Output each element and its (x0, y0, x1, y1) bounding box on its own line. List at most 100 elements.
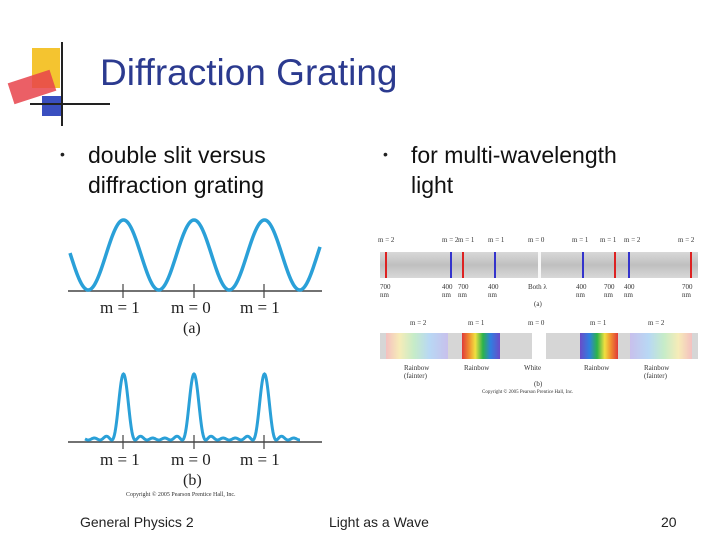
label-a-m-right: m = 1 (240, 298, 280, 317)
line-m2-red-left (385, 252, 387, 278)
bot-b-label-1-line1: Rainbow (464, 364, 490, 372)
copyright-right: Copyright © 2005 Pearson Prentice Hall, … (482, 390, 574, 395)
label-b-m-left: m = 1 (100, 450, 140, 469)
bot-a-label-0: 700 nm (380, 283, 391, 299)
bot-a-label-6-line1: 700 (604, 283, 615, 291)
top-a-label-6: m = 1 (600, 236, 617, 244)
bot-b-label-0: Rainbow (fainter) (404, 364, 429, 380)
bot-a-label-3-line2: nm (488, 291, 497, 299)
top-a-label-3: m = 1 (488, 236, 505, 244)
spectrum-b-bottom-labels: Rainbow (fainter) Rainbow White Rainbow Rainb… (372, 364, 704, 384)
bot-a-label-1: 400 nm (442, 283, 453, 299)
bot-a-label-6-line2: nm (604, 291, 613, 299)
top-a-label-2: m = 1 (458, 236, 475, 244)
spectrum-a-bottom-labels: 700 nm 400 nm 700 nm 400 nm Both λ 400 nm 700 nm 400 n… (372, 283, 704, 303)
top-a-label-8: m = 2 (678, 236, 695, 244)
bot-a-label-8-line2: nm (682, 291, 691, 299)
bullet-right-line2: light (411, 172, 454, 198)
spectrum-b-top-labels: m = 2 m = 1 m = 0 m = 1 m = 2 (372, 319, 704, 331)
bullet-right-line1: for multi-wavelength (411, 142, 617, 168)
line-m1-red-right (614, 252, 616, 278)
slide-title: Diffraction Grating (100, 52, 398, 93)
deco-red-bar (7, 69, 57, 105)
white-center (532, 333, 546, 359)
bot-b-label-2: White (524, 364, 541, 372)
grating-plot (68, 372, 322, 449)
top-b-label-4: m = 2 (648, 319, 665, 327)
rainbow-right (580, 333, 618, 359)
bot-a-label-7-line1: 400 (624, 283, 635, 291)
bot-a-label-6: 700 nm (604, 283, 615, 299)
line-m1-red-left (462, 252, 464, 278)
caption-a: (a) (183, 320, 201, 337)
footer-center: Light as a Wave (329, 514, 429, 530)
bot-b-label-0-line1: Rainbow (404, 364, 430, 372)
grating-wave (84, 372, 300, 442)
rainbow-faint-right (630, 333, 692, 359)
top-b-label-3: m = 1 (590, 319, 607, 327)
bot-b-label-2-line1: White (524, 364, 542, 372)
bot-a-label-8: 700 nm (682, 283, 693, 299)
top-a-label-7: m = 2 (624, 236, 641, 244)
bot-a-label-0-line1: 700 (380, 283, 391, 291)
rainbow-left (462, 333, 500, 359)
title-decoration (0, 40, 110, 130)
rainbow-faint-left (386, 333, 448, 359)
bullet-marker-right: • (383, 146, 388, 162)
copyright-left: Copyright © 2005 Pearson Prentice Hall, … (126, 492, 236, 498)
top-a-label-1: m = 2 (442, 236, 459, 244)
bot-b-label-4-line2: (fainter) (644, 372, 667, 380)
bot-a-label-7: 400 nm (624, 283, 635, 299)
top-b-label-0: m = 2 (410, 319, 427, 327)
figure-left: m = 1 m = 0 m = 1 (a) m = 1 m = 0 m = 1 … (60, 210, 330, 505)
top-a-label-0: m = 2 (378, 236, 395, 244)
double-slit-plot (68, 218, 322, 298)
bot-a-label-2: 700 nm (458, 283, 469, 299)
bullet-left: double slit versus diffraction grating (88, 140, 266, 200)
bot-a-label-2-line2: nm (458, 291, 467, 299)
bot-b-label-3-line1: Rainbow (584, 364, 610, 372)
bot-a-label-5-line1: 400 (576, 283, 587, 291)
line-m2-blue-right (628, 252, 630, 278)
bot-a-label-8-line1: 700 (682, 283, 693, 291)
bot-a-label-1-line1: 400 (442, 283, 453, 291)
line-m1-blue-left (494, 252, 496, 278)
bot-b-label-4-line1: Rainbow (644, 364, 670, 372)
bot-a-label-3: 400 nm (488, 283, 499, 299)
bot-a-label-5-line2: nm (576, 291, 585, 299)
caption-b: (b) (183, 472, 202, 489)
bullet-left-line2: diffraction grating (88, 172, 265, 198)
bullet-marker-left: • (60, 146, 65, 162)
label-b-m-center: m = 0 (171, 450, 211, 469)
bot-b-label-3: Rainbow (584, 364, 609, 372)
footer-left: General Physics 2 (80, 514, 194, 530)
bot-b-label-1: Rainbow (464, 364, 489, 372)
caption-right-b: (b) (534, 380, 543, 388)
bullet-right: for multi-wavelength light (411, 140, 617, 200)
label-a-m-left: m = 1 (100, 298, 140, 317)
label-b-m-right: m = 1 (240, 450, 280, 469)
spectrum-a (380, 252, 698, 278)
bot-a-label-0-line2: nm (380, 291, 389, 299)
bot-a-label-4-line1: Both λ (528, 283, 547, 291)
bot-a-label-3-line1: 400 (488, 283, 499, 291)
line-m2-red-right (690, 252, 692, 278)
bullet-left-line1: double slit versus (88, 142, 266, 168)
top-b-label-1: m = 1 (468, 319, 485, 327)
label-a-m-center: m = 0 (171, 298, 211, 317)
bot-b-label-0-line2: (fainter) (404, 372, 427, 380)
top-a-label-5: m = 1 (572, 236, 589, 244)
line-m0-white (538, 252, 541, 278)
bot-a-label-1-line2: nm (442, 291, 451, 299)
top-a-label-4: m = 0 (528, 236, 545, 244)
line-m1-blue-right (582, 252, 584, 278)
bot-b-label-4: Rainbow (fainter) (644, 364, 669, 380)
double-slit-wave (68, 218, 322, 292)
caption-right-a: (a) (534, 300, 542, 308)
bot-a-label-2-line1: 700 (458, 283, 469, 291)
bot-a-label-4: Both λ (528, 283, 547, 291)
bot-a-label-5: 400 nm (576, 283, 587, 299)
footer-page-number: 20 (661, 514, 677, 530)
